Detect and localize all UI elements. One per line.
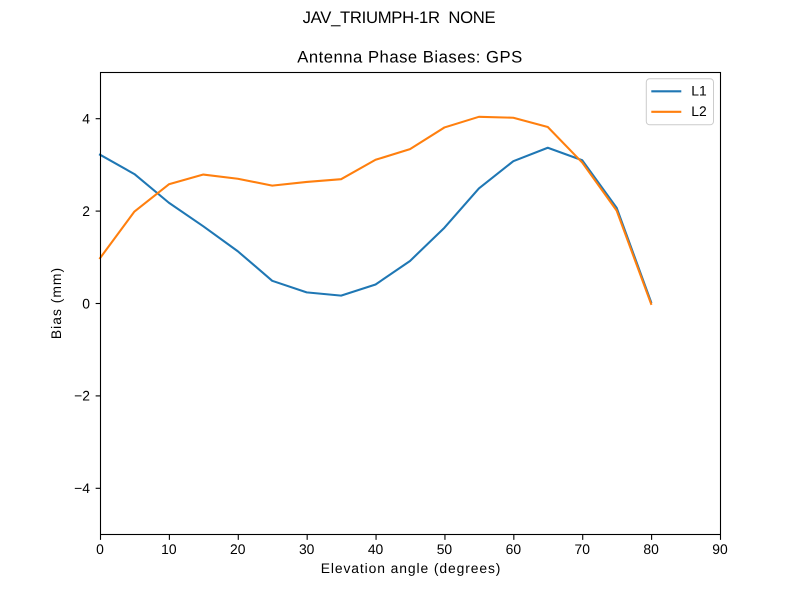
svg-text:−2: −2 (74, 388, 90, 404)
svg-text:0: 0 (96, 541, 104, 557)
svg-text:50: 50 (437, 541, 453, 557)
svg-text:JAV_TRIUMPH-1R NONE: JAV_TRIUMPH-1R NONE (303, 8, 496, 27)
svg-text:L1: L1 (691, 83, 707, 99)
svg-text:Elevation angle (degrees): Elevation angle (degrees) (321, 560, 502, 576)
svg-text:20: 20 (230, 541, 246, 557)
svg-text:70: 70 (575, 541, 591, 557)
svg-text:−4: −4 (74, 480, 90, 496)
svg-text:4: 4 (82, 111, 90, 127)
svg-text:80: 80 (643, 541, 659, 557)
svg-text:0: 0 (82, 295, 90, 311)
svg-text:Bias (mm): Bias (mm) (48, 267, 64, 339)
svg-text:30: 30 (299, 541, 315, 557)
svg-text:60: 60 (506, 541, 522, 557)
svg-text:90: 90 (712, 541, 728, 557)
svg-text:Antenna Phase Biases: GPS: Antenna Phase Biases: GPS (297, 47, 522, 66)
svg-text:10: 10 (161, 541, 177, 557)
svg-text:L2: L2 (691, 103, 707, 119)
svg-text:2: 2 (82, 203, 90, 219)
svg-text:40: 40 (368, 541, 384, 557)
